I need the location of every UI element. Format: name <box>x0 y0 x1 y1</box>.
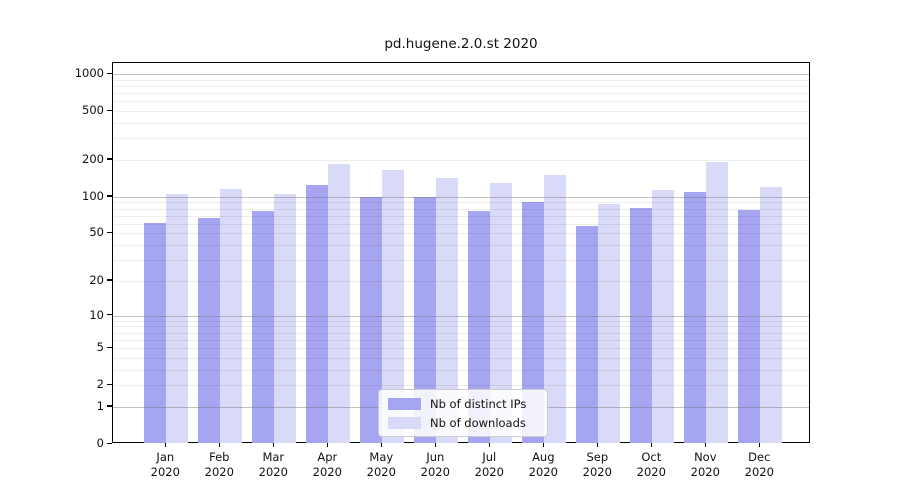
x-tick-label: Dec 2020 <box>744 450 774 479</box>
y-tick <box>107 195 112 197</box>
bar-downloads-oct <box>652 190 675 443</box>
x-tick-label: May 2020 <box>366 450 396 479</box>
x-tick <box>272 443 274 447</box>
y-tick <box>107 231 112 234</box>
bar-ips-sep <box>576 225 599 443</box>
y-tick <box>107 383 112 385</box>
bar-ips-oct <box>630 207 653 443</box>
bar-ips-jan <box>144 222 167 443</box>
legend-item-downloads: Nb of downloads <box>388 415 539 430</box>
x-tick <box>650 443 652 447</box>
y-tick-label: 1 <box>96 398 104 413</box>
y-tick <box>107 109 112 111</box>
y-tick <box>107 346 112 348</box>
legend-swatch-distinct-ips <box>388 397 421 410</box>
bar-ips-may <box>360 196 383 443</box>
bar-downloads-aug <box>544 174 567 443</box>
bar-ips-feb <box>198 218 221 443</box>
y-tick <box>107 405 112 407</box>
y-tick-label: 5 <box>96 340 104 355</box>
x-tick-label: Nov 2020 <box>690 450 720 479</box>
y-tick-label: 0 <box>96 436 104 450</box>
chart-title: pd.hugene.2.0.st 2020 <box>384 36 538 52</box>
bar-ips-jul <box>468 210 491 443</box>
y-tick-label: 2 <box>96 377 104 392</box>
bar-downloads-jun <box>436 178 459 443</box>
bars-layer <box>113 63 809 443</box>
bar-downloads-feb <box>220 188 243 443</box>
y-tick-label: 200 <box>82 151 104 166</box>
x-tick-label: Sep 2020 <box>582 450 612 479</box>
bar-downloads-nov <box>706 162 729 443</box>
x-tick-label: Jan 2020 <box>150 450 180 479</box>
y-tick <box>107 314 112 316</box>
y-tick-label: 100 <box>82 188 104 203</box>
bar-downloads-apr <box>328 164 351 443</box>
legend-label-downloads: Nb of downloads <box>430 415 526 430</box>
x-tick <box>488 443 490 447</box>
y-tick-label: 500 <box>82 103 104 118</box>
legend: Nb of distinct IPs Nb of downloads <box>378 389 548 437</box>
legend-swatch-downloads <box>388 416 421 429</box>
bar-downloads-mar <box>274 194 297 443</box>
bar-downloads-may <box>382 170 405 443</box>
x-tick <box>596 443 598 447</box>
x-tick-label: Oct 2020 <box>636 450 666 479</box>
y-tick <box>107 72 112 74</box>
bar-downloads-jul <box>490 182 513 443</box>
bar-ips-dec <box>738 209 761 443</box>
y-tick-label: 20 <box>89 272 104 287</box>
y-tick <box>107 158 112 160</box>
legend-item-distinct-ips: Nb of distinct IPs <box>388 396 539 411</box>
x-tick <box>542 443 544 447</box>
bar-downloads-sep <box>598 204 621 443</box>
y-tick-label: 10 <box>89 307 104 322</box>
y-tick-label: 1000 <box>74 66 104 80</box>
x-tick-label: Mar 2020 <box>258 450 288 479</box>
bar-ips-aug <box>522 202 545 443</box>
x-tick-label: Aug 2020 <box>528 450 558 479</box>
bar-ips-jun <box>414 196 437 443</box>
bar-ips-apr <box>306 184 329 443</box>
x-tick-label: Jun 2020 <box>420 450 450 479</box>
plot-area <box>112 62 810 443</box>
x-tick <box>758 443 760 447</box>
bar-downloads-jan <box>166 194 189 443</box>
y-tick <box>107 279 112 281</box>
bar-downloads-dec <box>760 187 783 443</box>
x-tick <box>218 443 220 447</box>
x-tick <box>164 443 166 447</box>
legend-label-distinct-ips: Nb of distinct IPs <box>430 396 527 411</box>
x-tick <box>380 443 382 447</box>
x-tick <box>434 443 436 447</box>
x-tick-label: Apr 2020 <box>312 450 342 479</box>
bar-ips-mar <box>252 210 275 443</box>
y-tick-label: 50 <box>89 225 104 240</box>
bar-ips-nov <box>684 191 707 443</box>
x-tick-label: Jul 2020 <box>474 450 504 479</box>
y-tick <box>107 442 112 444</box>
x-tick-label: Feb 2020 <box>204 450 234 479</box>
x-tick <box>326 443 328 447</box>
x-tick <box>704 443 706 447</box>
